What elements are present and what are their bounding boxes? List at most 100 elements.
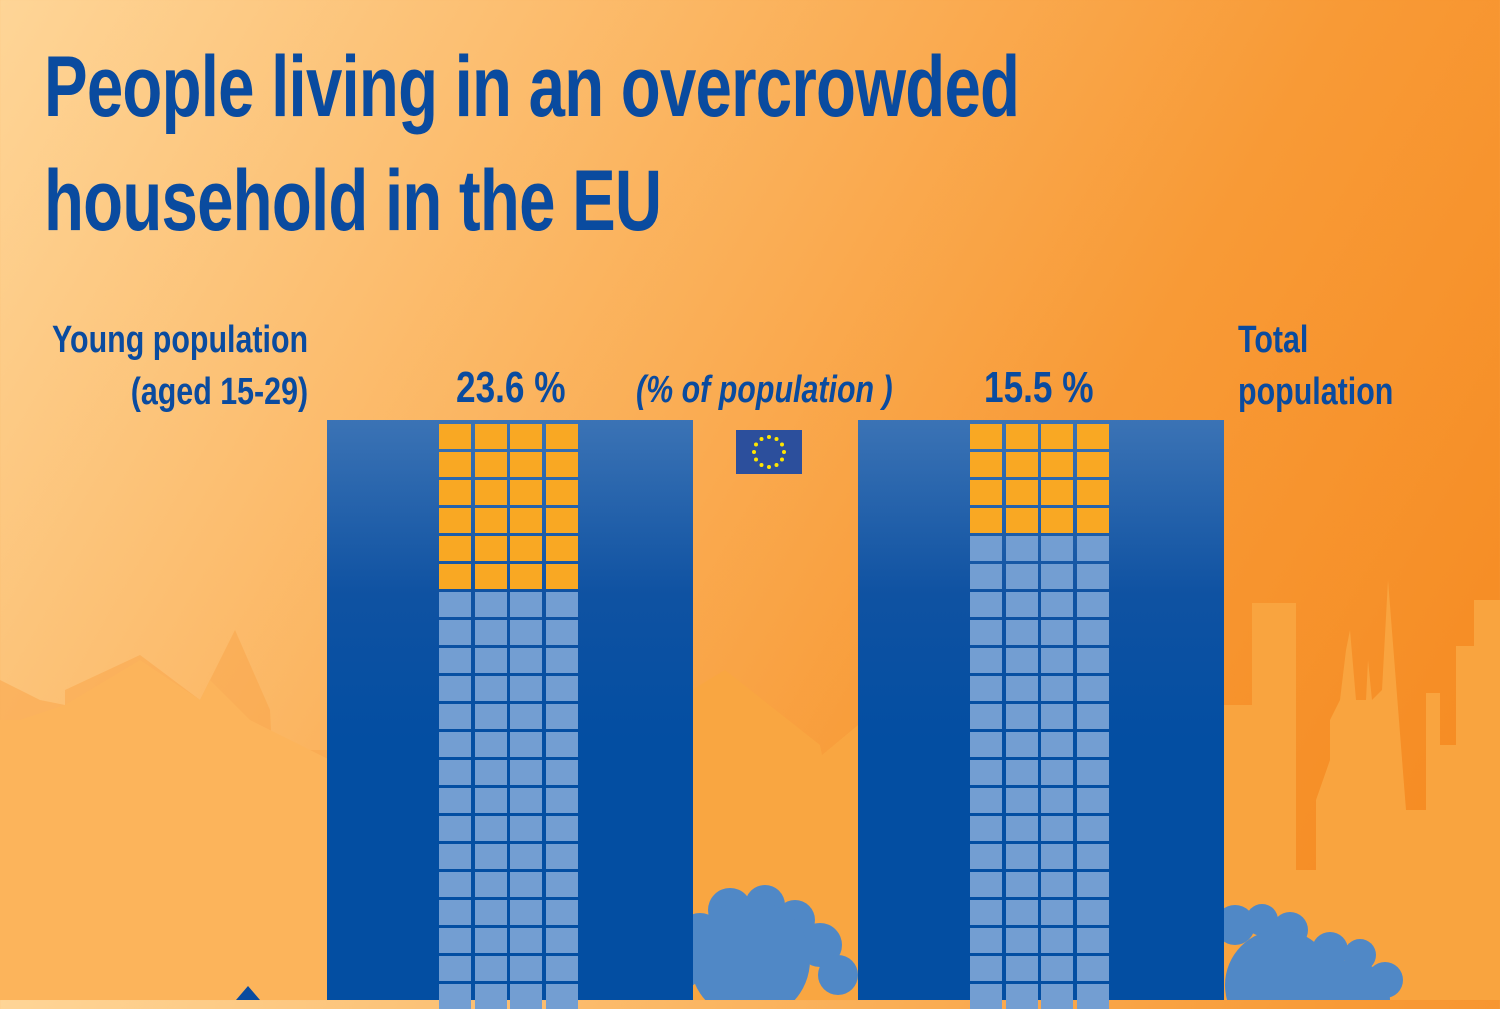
window-filled: [1041, 508, 1073, 533]
window-empty: [970, 816, 1002, 841]
window-empty: [545, 872, 578, 897]
window-empty: [1041, 760, 1073, 785]
window-empty: [1005, 704, 1038, 729]
window-filled: [545, 480, 578, 505]
window-empty: [1076, 900, 1109, 925]
window-empty: [510, 956, 542, 981]
window-filled: [545, 424, 578, 449]
window-empty: [1076, 956, 1109, 981]
window-empty: [545, 984, 578, 1009]
window-empty: [510, 732, 542, 757]
window-empty: [1076, 536, 1109, 561]
page-title: People living in an overcrowded househol…: [44, 30, 1020, 258]
flag-star: [759, 462, 764, 467]
flag-star: [774, 437, 779, 442]
window-empty: [970, 900, 1002, 925]
window-empty: [474, 900, 507, 925]
window-filled: [510, 508, 542, 533]
title-line-2: household in the EU: [44, 153, 662, 249]
window-empty: [474, 816, 507, 841]
window-filled: [1041, 424, 1073, 449]
window-empty: [1041, 648, 1073, 673]
category-label-line: (aged 15-29): [130, 371, 308, 413]
window-filled: [1005, 424, 1038, 449]
window-empty: [510, 788, 542, 813]
window-filled: [439, 508, 471, 533]
window-empty: [970, 760, 1002, 785]
flag-star: [767, 435, 771, 439]
window-empty: [1005, 984, 1038, 1009]
window-empty: [474, 928, 507, 953]
value-label-young: 23.6 %: [456, 363, 566, 412]
window-empty: [510, 872, 542, 897]
window-empty: [545, 928, 578, 953]
window-empty: [1041, 536, 1073, 561]
window-empty: [1041, 564, 1073, 589]
window-empty: [1005, 536, 1038, 561]
window-empty: [545, 844, 578, 869]
window-empty: [545, 760, 578, 785]
window-filled: [439, 480, 471, 505]
window-empty: [439, 676, 471, 701]
window-empty: [439, 592, 471, 617]
flag-star: [782, 450, 786, 454]
window-empty: [474, 732, 507, 757]
window-filled: [1076, 452, 1109, 477]
window-empty: [439, 648, 471, 673]
window-empty: [970, 676, 1002, 701]
window-empty: [1041, 704, 1073, 729]
window-empty: [474, 872, 507, 897]
window-empty: [1076, 676, 1109, 701]
category-label-total: Total population: [1238, 314, 1393, 418]
window-filled: [439, 564, 471, 589]
flag-star: [754, 457, 759, 462]
window-empty: [1076, 844, 1109, 869]
window-empty: [970, 648, 1002, 673]
window-filled: [970, 480, 1002, 505]
window-empty: [510, 676, 542, 701]
window-filled: [474, 564, 507, 589]
window-empty: [1076, 928, 1109, 953]
window-empty: [510, 620, 542, 645]
window-empty: [439, 900, 471, 925]
window-empty: [1076, 760, 1109, 785]
window-empty: [510, 844, 542, 869]
eu-flag-icon: [736, 430, 802, 474]
window-empty: [1005, 928, 1038, 953]
window-empty: [510, 900, 542, 925]
window-empty: [1076, 620, 1109, 645]
window-filled: [474, 424, 507, 449]
window-filled: [1005, 480, 1038, 505]
window-empty: [1005, 816, 1038, 841]
tree-icon: [236, 986, 260, 1000]
window-empty: [1041, 872, 1073, 897]
window-filled: [439, 536, 471, 561]
window-filled: [474, 536, 507, 561]
title-line-1: People living in an overcrowded: [44, 39, 1020, 135]
window-empty: [474, 620, 507, 645]
flag-star: [754, 442, 759, 447]
window-empty: [545, 648, 578, 673]
window-empty: [474, 760, 507, 785]
window-empty: [1005, 592, 1038, 617]
window-filled: [1076, 508, 1109, 533]
window-empty: [545, 816, 578, 841]
window-filled: [474, 480, 507, 505]
window-empty: [510, 648, 542, 673]
window-empty: [510, 592, 542, 617]
window-filled: [545, 508, 578, 533]
window-filled: [1005, 508, 1038, 533]
window-filled: [1076, 424, 1109, 449]
window-empty: [970, 564, 1002, 589]
window-filled: [439, 452, 471, 477]
value-label-total: 15.5 %: [984, 363, 1094, 412]
bar-total-population: [858, 420, 1224, 1009]
window-empty: [439, 956, 471, 981]
window-empty: [474, 788, 507, 813]
window-empty: [1041, 956, 1073, 981]
window-empty: [439, 732, 471, 757]
window-empty: [970, 732, 1002, 757]
window-empty: [474, 956, 507, 981]
window-empty: [510, 984, 542, 1009]
